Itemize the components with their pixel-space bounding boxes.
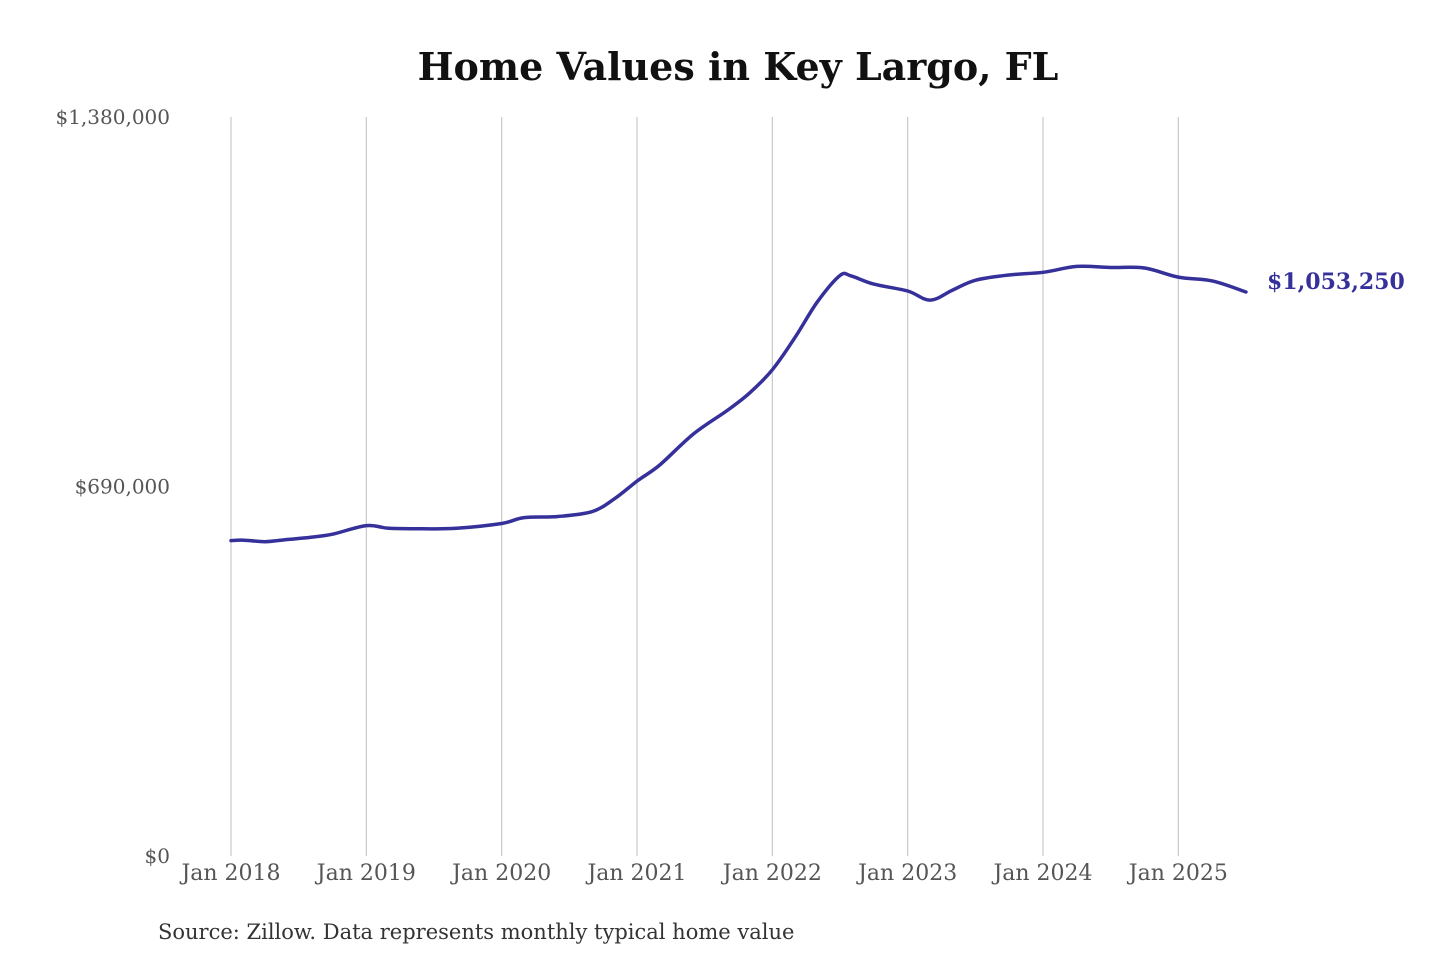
y-tick-label: $0 xyxy=(145,844,170,868)
x-tick-label: Jan 2018 xyxy=(179,861,280,886)
x-tick-label: Jan 2025 xyxy=(1127,861,1228,886)
series-layer xyxy=(229,264,1248,544)
y-axis-tick-labels: $0 $690,000 $1,380,000 xyxy=(55,105,170,868)
x-tick-label: Jan 2021 xyxy=(585,861,686,886)
y-tick-label: $690,000 xyxy=(75,475,170,499)
x-tick-label: Jan 2022 xyxy=(721,861,822,886)
x-tick-label: Jan 2019 xyxy=(315,861,416,886)
x-axis-tick-labels: Jan 2018 Jan 2019 Jan 2020 Jan 2021 Jan 2022… xyxy=(179,861,1227,886)
chart-title: Home Values in Key Largo, FL xyxy=(418,44,1059,89)
source-note: Source: Zillow. Data represents monthly … xyxy=(158,920,794,944)
series-line-0 xyxy=(229,264,1248,544)
vertical-gridlines xyxy=(230,117,1179,856)
end-value-label: $1,053,250 xyxy=(1267,269,1405,295)
y-tick-label: $1,380,000 xyxy=(55,105,170,129)
x-tick-label: Jan 2023 xyxy=(856,861,957,886)
x-tick-label: Jan 2024 xyxy=(991,861,1092,886)
x-tick-label: Jan 2020 xyxy=(450,861,551,886)
